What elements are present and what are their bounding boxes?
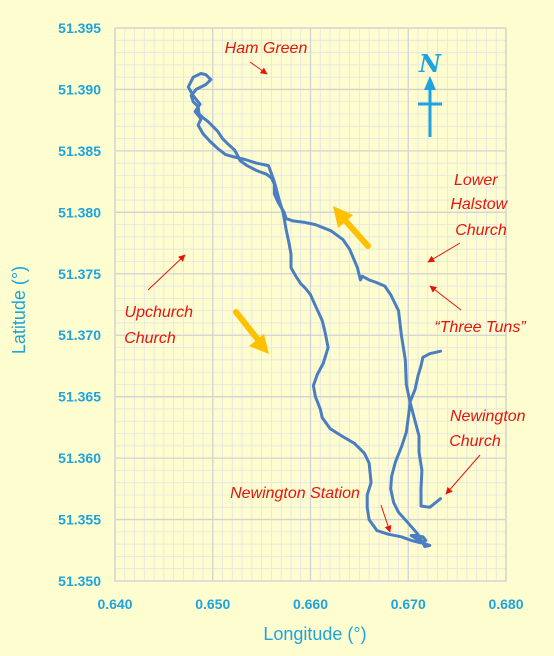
annotation-three-tuns: “Three Tuns” [429,285,526,336]
x-tick-label: 0.660 [293,596,328,612]
svg-text:“Three Tuns”: “Three Tuns” [434,319,526,336]
y-tick-label: 51.385 [58,143,101,159]
x-tick-labels: 0.640 0.650 0.660 0.670 0.680 [97,596,523,612]
annotation-lower-halstow-church: Lower Halstow Church [427,172,511,263]
x-tick-label: 0.680 [488,596,523,612]
annotation-label: Ham Green [225,40,308,57]
walking-route-line [186,72,442,549]
north-compass-label: N [418,49,442,78]
y-tick-label: 51.365 [58,389,101,405]
y-tick-label: 51.380 [58,204,101,220]
annotation-label: Church [124,330,176,347]
annotation-label: Church [455,222,507,239]
y-axis-label: Latitude (°) [9,266,29,354]
annotation-ham-green: Ham Green [225,40,308,75]
x-tick-label: 0.640 [97,596,132,612]
svg-text:Newington Station: Newington Station [230,485,360,502]
annotation-label: “Three Tuns” [434,319,526,336]
annotation-newington-station: Newington Station [230,485,392,533]
annotation-upchurch-church: Upchurch Church [124,254,197,347]
y-tick-label: 51.350 [58,573,101,589]
svg-text:Upchurch Church: Upchurch Church [124,304,197,347]
direction-arrow-south-east-icon [233,309,269,354]
svg-text:Ham Green: Ham Green [225,40,308,57]
svg-text:Lower Halstow Chur: Lower Halstow Church [450,172,511,239]
annotation-label: Upchurch [125,304,194,321]
grid [114,27,507,582]
y-tick-labels: 51.350 51.355 51.360 51.365 51.370 51.375 51.3… [58,20,101,589]
annotation-label: Newington Station [230,485,360,502]
plot-frame [114,27,507,582]
x-axis-label: Longitude (°) [263,624,366,644]
x-tick-label: 0.670 [391,596,426,612]
direction-arrow-north-west-icon [333,206,371,249]
north-compass-icon: N [418,49,442,137]
annotation-label: Newington [450,408,526,425]
y-tick-label: 51.375 [58,266,101,282]
annotation-label: Lower [454,172,498,189]
y-tick-label: 51.355 [58,512,101,528]
annotation-label: Church [449,433,501,450]
x-tick-label: 0.650 [195,596,230,612]
y-tick-label: 51.360 [58,450,101,466]
y-tick-label: 51.395 [58,20,101,36]
annotation-newington-church: Newington Church [445,408,530,495]
svg-text:Newington Church: Newington Church [449,408,530,450]
annotation-label: Halstow [450,196,508,213]
y-tick-label: 51.370 [58,327,101,343]
y-tick-label: 51.390 [58,81,101,97]
